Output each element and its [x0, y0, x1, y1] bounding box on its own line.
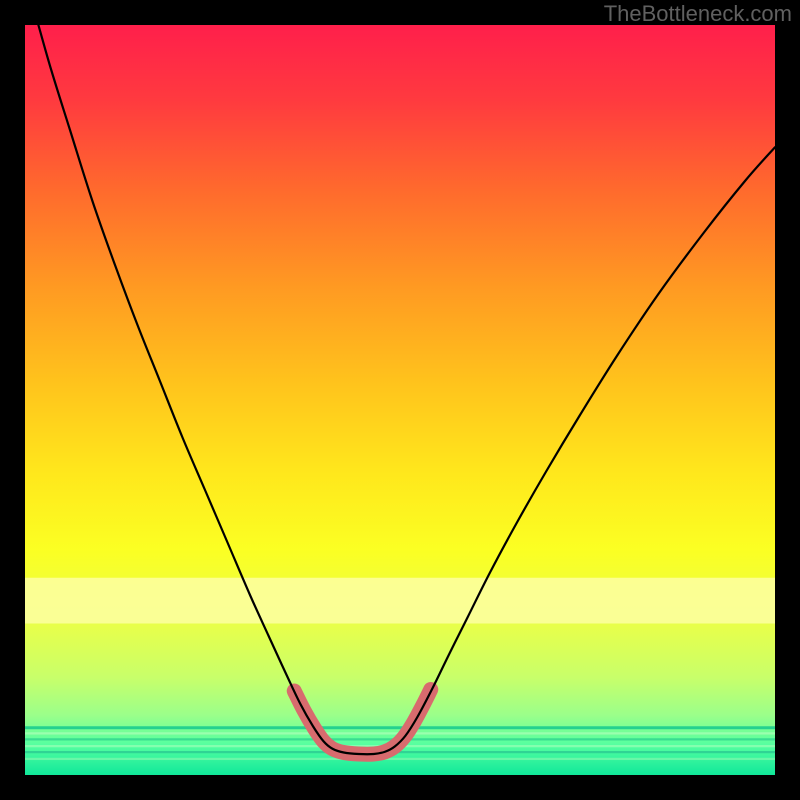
- watermark-text: TheBottleneck.com: [604, 1, 792, 27]
- plot-background: [25, 25, 775, 775]
- gradient-band-6: [25, 758, 775, 760]
- chart-stage: TheBottleneck.com: [0, 0, 800, 800]
- gradient-band-1: [25, 726, 775, 729]
- bottleneck-chart-svg: [0, 0, 800, 800]
- gradient-band-0: [25, 578, 775, 624]
